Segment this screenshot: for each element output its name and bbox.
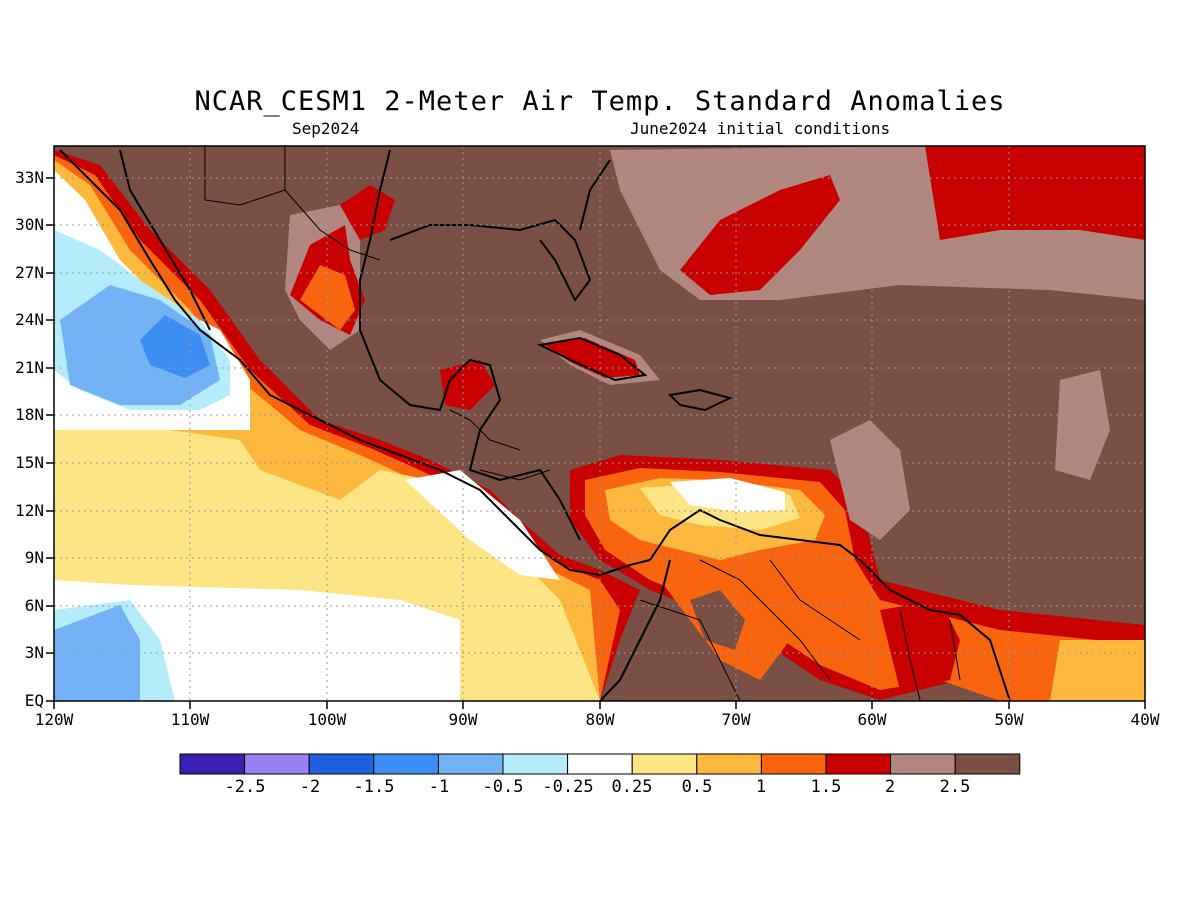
colorbar-swatch-9 <box>760 753 827 775</box>
anomaly-region-caribbean-neutral <box>670 478 785 512</box>
lat-label-24n: 24N <box>15 310 44 329</box>
colorbar <box>179 753 1021 775</box>
colorbar-swatch-10 <box>825 753 892 775</box>
colorbar-swatch-12 <box>954 753 1021 775</box>
colorbar-swatch-11 <box>890 753 956 775</box>
anomaly-region-yucatan-2 <box>440 360 495 410</box>
colorbar-label-0: -2.5 <box>224 777 266 797</box>
lat-label-9n: 9N <box>24 548 44 567</box>
colorbar-label-3: -1 <box>428 777 450 797</box>
lon-label-90w: 90W <box>448 710 478 729</box>
lon-label-60w: 60W <box>857 710 887 729</box>
lat-label-3n: 3N <box>24 643 44 662</box>
anomaly-region-atlantic-2-ne <box>925 146 1145 240</box>
lon-label-120w: 120W <box>34 710 74 729</box>
colorbar-swatch-4 <box>437 753 504 775</box>
colorbar-label-1: -2 <box>299 777 321 797</box>
anomaly-region-atlantic-2 <box>680 175 840 295</box>
grid-lines <box>54 146 1145 701</box>
lat-label-eq: EQ <box>24 691 44 710</box>
colorbar-label-5: -0.25 <box>542 777 594 797</box>
colorbar-swatch-6 <box>567 753 633 775</box>
anomaly-region-neutral-central <box>405 470 560 580</box>
colorbar-label-7: 0.5 <box>681 777 713 797</box>
colorbar-swatch-5 <box>502 753 569 775</box>
anomaly-region-cuba-2 <box>545 338 640 378</box>
colorbar-label-9: 1.5 <box>810 777 842 797</box>
lat-label-33n: 33N <box>15 168 44 187</box>
colorbar-swatch-8 <box>696 753 762 775</box>
anomaly-region-texas-2 <box>340 185 395 240</box>
anomaly-region-cool-3 <box>140 315 210 378</box>
lon-label-70w: 70W <box>721 710 751 729</box>
lat-label-27n: 27N <box>15 263 44 282</box>
colorbar-swatch-3 <box>373 753 439 775</box>
colorbar-label-10: 2 <box>884 777 896 797</box>
colorbar-swatch-0 <box>179 753 246 775</box>
colorbar-swatch-7 <box>631 753 698 775</box>
lat-label-12n: 12N <box>15 501 44 520</box>
lon-label-80w: 80W <box>585 710 615 729</box>
colorbar-label-4: -0.5 <box>482 777 524 797</box>
lon-label-40w: 40W <box>1130 710 1160 729</box>
colorbar-label-2: -1.5 <box>353 777 395 797</box>
lon-label-110w: 110W <box>170 710 210 729</box>
lat-label-6n: 6N <box>24 596 44 615</box>
anomaly-region-atlantic-1 <box>1050 640 1145 701</box>
colorbar-label-6: 0.25 <box>611 777 653 797</box>
anomaly-region-atlantic-2-5-east <box>1055 370 1110 480</box>
colorbar-swatch-2 <box>308 753 375 775</box>
initial-conditions: June2024 initial conditions <box>630 119 891 138</box>
axis-ticks <box>46 177 1146 709</box>
lat-label-21n: 21N <box>15 358 44 377</box>
map-title: NCAR_CESM1 2-Meter Air Temp. Standard An… <box>194 86 1006 117</box>
colorbar-swatch-1 <box>244 753 310 775</box>
colorbar-label-11: 2.5 <box>939 777 971 797</box>
anomaly-region-venezuela-high <box>690 590 745 650</box>
lat-label-15n: 15N <box>15 453 44 472</box>
forecast-month: Sep2024 <box>292 119 360 138</box>
lon-label-100w: 100W <box>307 710 347 729</box>
anomaly-region-guiana-2 <box>880 600 960 690</box>
lat-label-30n: 30N <box>15 215 44 234</box>
lon-label-50w: 50W <box>994 710 1024 729</box>
anomaly-field <box>54 146 1145 701</box>
colorbar-label-8: 1 <box>755 777 767 797</box>
anomaly-region-antilles-2-5 <box>830 420 910 540</box>
lat-label-18n: 18N <box>15 405 44 424</box>
